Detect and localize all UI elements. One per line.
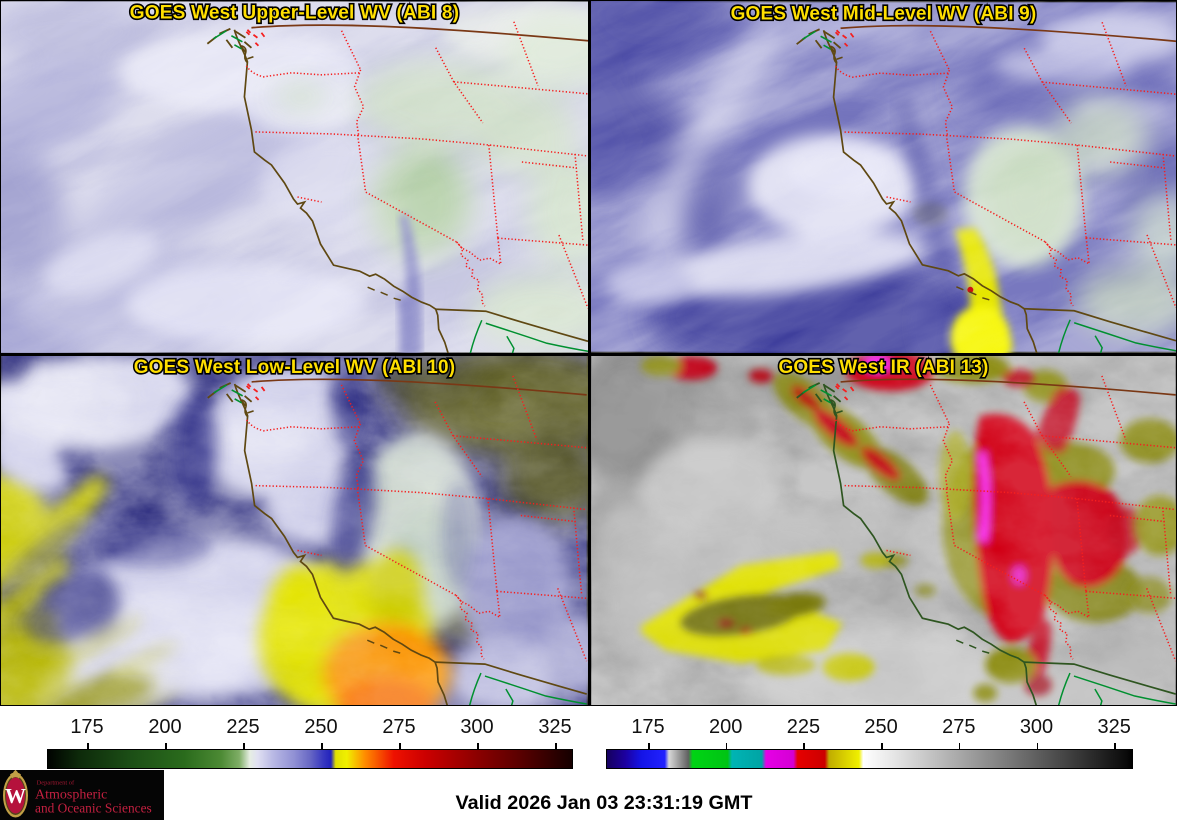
svg-text:and Oceanic Sciences: and Oceanic Sciences [35,801,152,816]
svg-text:GOES West Upper-Level WV (ABI: GOES West Upper-Level WV (ABI 8) [130,3,459,24]
svg-text:Atmospheric: Atmospheric [35,788,107,803]
svg-text:GOES West Low-Level WV (ABI 10: GOES West Low-Level WV (ABI 10) [134,357,456,378]
svg-text:Department of: Department of [37,780,76,787]
svg-text:W: W [5,784,26,808]
svg-text:GOES West IR (ABI 13): GOES West IR (ABI 13) [778,357,988,378]
svg-text:GOES West Mid-Level WV (ABI 9): GOES West Mid-Level WV (ABI 9) [731,3,1037,24]
